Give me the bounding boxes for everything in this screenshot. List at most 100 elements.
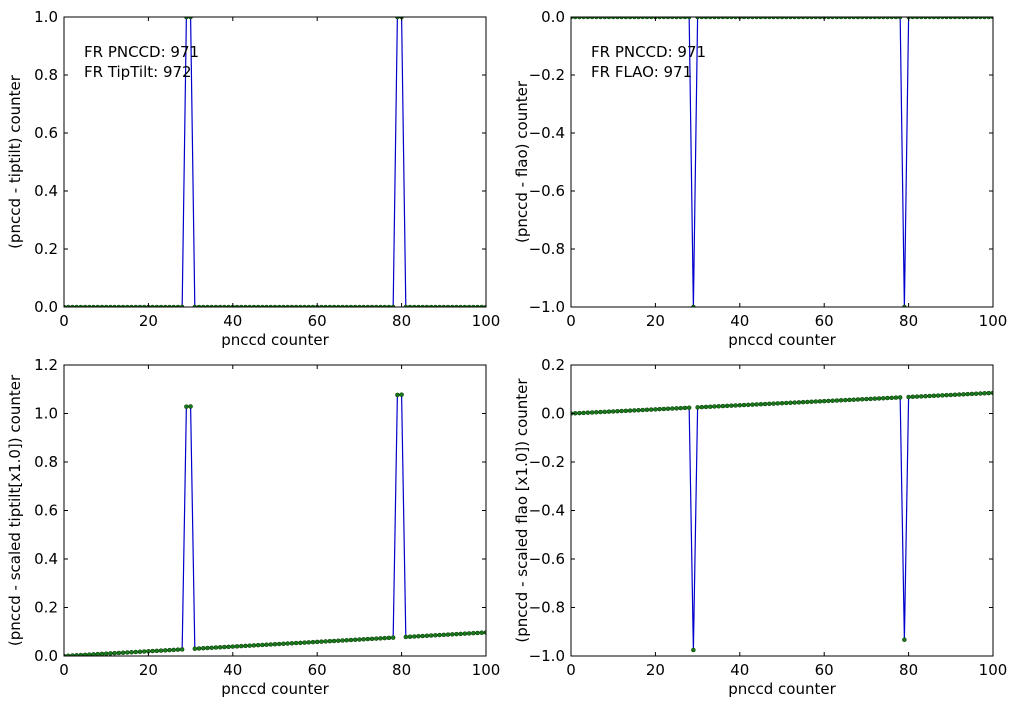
subplot-scaled-tiptilt: 0 20 40 60 80 100 0.0 0.2 0.4 0.6 0.8 1.0 1.2 pnccd c… [6,356,500,698]
y-tick-label: −1.0 [529,647,565,665]
y-tick-label: −0.2 [529,453,565,471]
data-point [948,392,954,398]
data-point [843,397,848,403]
data-point [331,638,337,644]
annotation-text: FR PNCCD: 971 [84,43,199,61]
data-point [648,407,654,412]
data-point [720,403,726,409]
data-point [783,400,789,406]
data-point [956,392,962,397]
data-point [708,404,713,409]
data-point [238,643,244,649]
data-point [834,398,840,403]
x-tick-label: 60 [308,312,327,330]
data-point [914,394,920,399]
data-point [407,634,413,639]
data-point [120,650,126,655]
data-point [830,398,835,403]
x-tick-label: 40 [223,312,242,330]
data-point [800,399,806,405]
data-point [428,633,434,638]
data-point [619,408,624,414]
data-point [969,391,975,397]
y-tick-label: 0.6 [34,124,58,142]
data-point [319,639,324,644]
data-point [260,642,265,648]
data-point [137,649,143,655]
data-point [779,400,785,406]
data-point [340,638,345,643]
y-tick-label: 0.2 [541,356,565,374]
y-axis-label: (pnccd - tiptilt) counter [6,74,24,249]
data-point [716,404,721,409]
data-point [657,406,662,412]
data-point [196,646,202,651]
x-tick-label: 20 [646,661,665,679]
data-point [670,406,675,411]
data-point [112,650,117,656]
data-point [74,653,79,656]
data-point [344,637,349,643]
data-point [108,651,113,656]
annotation-text: FR PNCCD: 971 [591,43,706,61]
data-point [889,395,894,401]
data-point [420,633,425,639]
data-point [885,395,890,401]
data-point [116,650,122,656]
subplot-flao: 0 20 40 60 80 100 −1.0 −0.8 −0.6 −0.4 −0.2 0.0 pnccd… [513,8,1007,349]
data-point [952,392,958,397]
x-axis-label: pnccd counter [221,331,329,349]
data-point [264,642,269,647]
data-point [712,404,717,409]
x-tick-label: 40 [730,661,749,679]
data-point [876,396,882,401]
data-point [724,403,730,409]
x-tick-label: 20 [139,312,158,330]
data-point [813,399,819,404]
annotation-text: FR TipTilt: 972 [84,63,192,81]
data-point [403,634,409,640]
y-tick-label: −0.8 [529,240,565,258]
y-tick-label: 0.0 [541,8,565,26]
data-point [615,408,620,414]
data-point [466,631,472,636]
x-tick-label: 0 [566,312,576,330]
data-point [771,401,776,406]
data-point [150,648,155,654]
data-point [281,641,286,647]
data-point [272,641,278,647]
data-point [602,409,608,415]
data-point [826,398,831,404]
y-tick-label: 0.0 [34,647,58,665]
data-point [323,639,328,644]
data-point [437,632,442,638]
data-point [859,397,865,402]
data-point [931,393,937,399]
data-point [581,410,586,416]
data-point [441,632,447,638]
data-point [458,631,463,637]
x-axis-label: pnccd counter [221,680,329,698]
data-point [682,405,688,411]
y-axis-label: (pnccd - scaled flao [x1.0]) counter [513,378,531,643]
data-point [944,392,949,398]
data-point [805,399,810,405]
data-point [847,397,852,403]
x-tick-label: 100 [979,661,1008,679]
data-point [788,400,793,406]
data-point [745,402,751,408]
x-tick-label: 40 [730,312,749,330]
data-point [276,641,282,647]
data-point [699,404,705,410]
data-point [754,402,759,407]
data-point [919,394,924,399]
data-point [703,404,709,410]
y-tick-label: 0.6 [34,502,58,520]
data-point [141,649,147,654]
data-point [821,398,827,404]
data-point [767,401,772,407]
x-tick-label: 40 [223,661,242,679]
plot-area [571,390,993,653]
data-point [382,635,387,641]
x-tick-label: 60 [815,312,834,330]
